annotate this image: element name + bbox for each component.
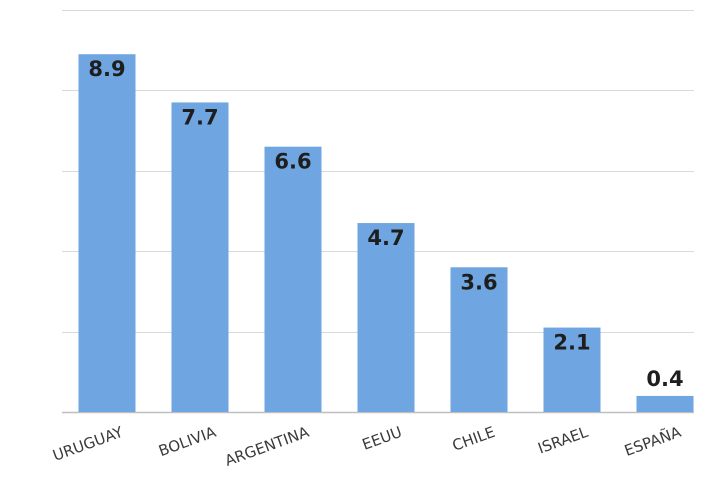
category-label: ARGENTINA — [222, 423, 312, 470]
bar-israel — [543, 327, 601, 412]
value-label: 3.6 — [460, 270, 497, 294]
bar-uruguay — [78, 54, 136, 412]
bar-españa — [636, 395, 694, 412]
value-label: 4.7 — [367, 226, 404, 250]
value-label: 7.7 — [181, 105, 218, 129]
bars — [78, 54, 694, 413]
value-label: 2.1 — [553, 331, 590, 355]
bar-bolivia — [171, 102, 229, 413]
category-labels: URUGUAY BOLIVIA ARGENTINA EEUU CHILE ISRAEL ES… — [50, 422, 684, 470]
value-label: 6.6 — [274, 150, 311, 174]
bar-eeuu — [357, 223, 415, 412]
category-label: BOLIVIA — [156, 423, 219, 461]
value-label: 0.4 — [646, 367, 683, 391]
category-label: CHILE — [450, 423, 498, 455]
bar-chile — [450, 267, 508, 412]
value-label: 8.9 — [88, 57, 125, 81]
value-labels: 8.9 7.7 6.6 4.7 3.6 2.1 0.4 — [88, 57, 683, 391]
category-label: ISRAEL — [535, 423, 590, 458]
category-label: ESPAÑA — [622, 422, 684, 460]
bar-argentina — [264, 146, 322, 412]
category-label: URUGUAY — [50, 423, 126, 465]
category-label: EEUU — [360, 423, 405, 454]
